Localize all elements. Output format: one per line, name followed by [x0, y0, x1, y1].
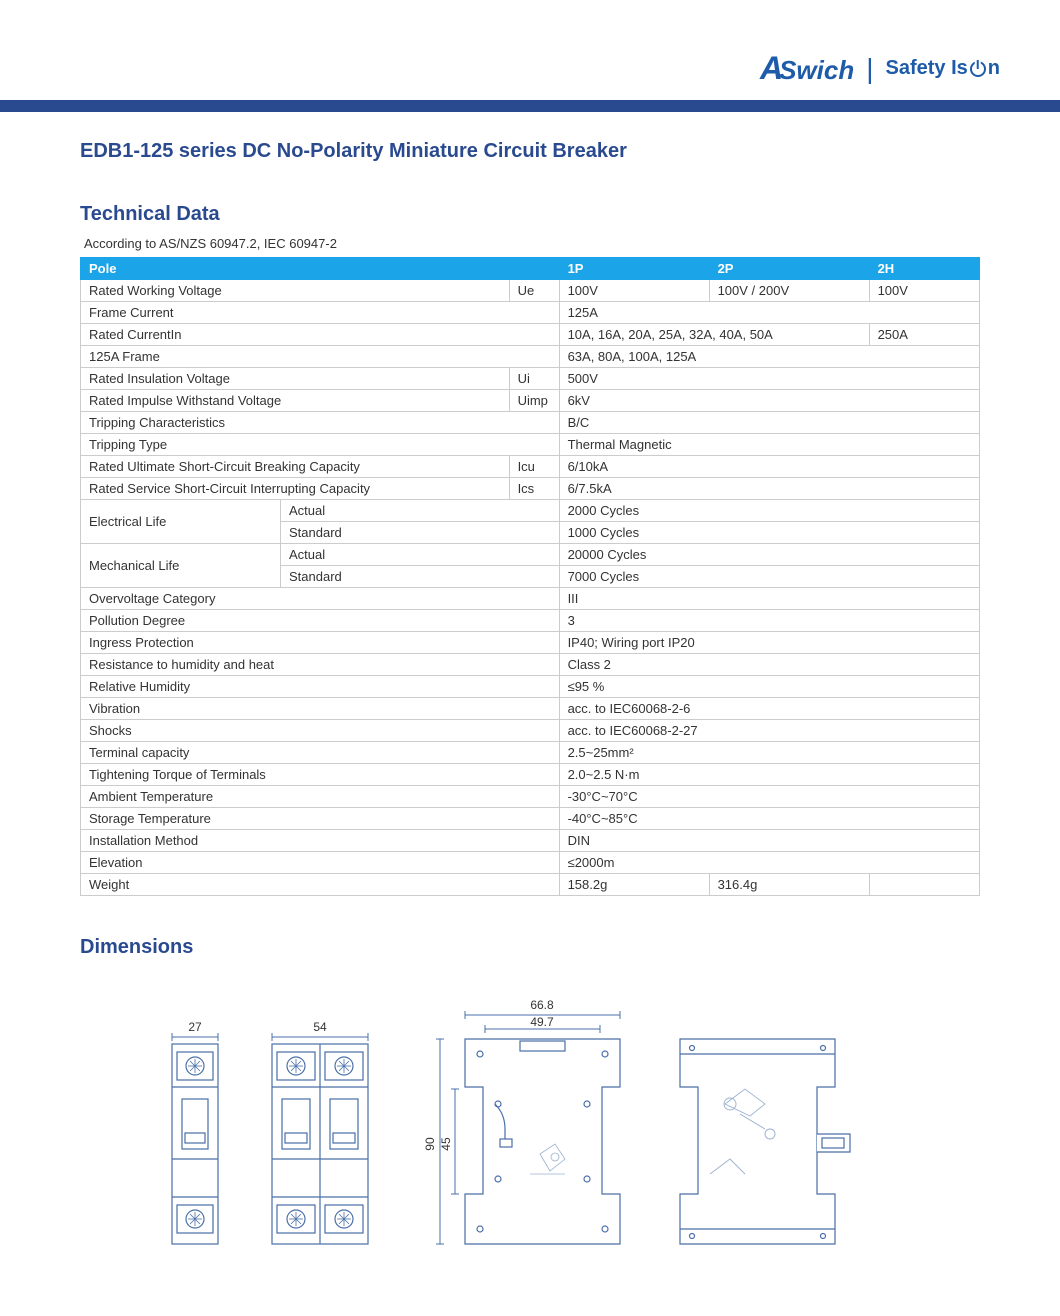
- row-frame-current: Frame Current 125A: [81, 302, 980, 324]
- row-ingress-protection: Ingress Protection IP40; Wiring port IP2…: [81, 632, 980, 654]
- standards-note: According to AS/NZS 60947.2, IEC 60947-2: [84, 236, 980, 251]
- row-rated-ultimate-short-circuit: Rated Ultimate Short-Circuit Breaking Ca…: [81, 456, 980, 478]
- row-rated-impulse-withstand-voltage: Rated Impulse Withstand Voltage Uimp 6kV: [81, 390, 980, 412]
- row-vibration: Vibration acc. to IEC60068-2-6: [81, 698, 980, 720]
- row-terminal-capacity: Terminal capacity 2.5~25mm²: [81, 742, 980, 764]
- diagram-side-profile: [670, 1034, 860, 1249]
- row-electrical-life-actual: Electrical Life Actual 2000 Cycles: [81, 500, 980, 522]
- row-rated-working-voltage: Rated Working Voltage Ue 100V 100V / 200…: [81, 280, 980, 302]
- dimensions-title: Dimensions: [80, 936, 980, 959]
- row-elevation: Elevation ≤2000m: [81, 852, 980, 874]
- svg-text:45: 45: [439, 1137, 453, 1151]
- row-tripping-characteristics: Tripping Characteristics B/C: [81, 412, 980, 434]
- dimensions-section: Dimensions 27: [80, 936, 980, 1249]
- diagram-row: 27: [80, 999, 980, 1249]
- table-header-row: Pole 1P 2P 2H: [81, 258, 980, 280]
- row-shocks: Shocks acc. to IEC60068-2-27: [81, 720, 980, 742]
- logo: ASwich: [760, 50, 854, 87]
- row-relative-humidity: Relative Humidity ≤95 %: [81, 676, 980, 698]
- diagram-front-1p: 27: [160, 1019, 230, 1249]
- technical-data-title: Technical Data: [80, 203, 980, 226]
- row-ambient-temperature: Ambient Temperature -30°C~70°C: [81, 786, 980, 808]
- row-weight: Weight 158.2g 316.4g: [81, 874, 980, 896]
- row-resistance-humidity-heat: Resistance to humidity and heat Class 2: [81, 654, 980, 676]
- row-125a-frame: 125A Frame 63A, 80A, 100A, 125A: [81, 346, 980, 368]
- header: ASwich | Safety Is n: [760, 50, 1000, 87]
- col-2p: 2P: [709, 258, 869, 280]
- svg-text:90: 90: [423, 1137, 437, 1151]
- tagline: Safety Is n: [886, 57, 1000, 80]
- page-title: EDB1-125 series DC No-Polarity Miniature…: [80, 140, 980, 163]
- diagram-side-dimensioned: 66.8 49.7 90 45: [410, 999, 640, 1249]
- col-2h: 2H: [869, 258, 979, 280]
- tagline-post: n: [988, 57, 1000, 80]
- row-storage-temperature: Storage Temperature -40°C~85°C: [81, 808, 980, 830]
- svg-text:27: 27: [188, 1020, 202, 1034]
- diagram-front-2p: 54: [260, 1019, 380, 1249]
- row-rated-current-in: Rated CurrentIn 10A, 16A, 20A, 25A, 32A,…: [81, 324, 980, 346]
- svg-text:49.7: 49.7: [530, 1015, 554, 1029]
- row-tripping-type: Tripping Type Thermal Magnetic: [81, 434, 980, 456]
- svg-text:54: 54: [313, 1020, 327, 1034]
- col-pole: Pole: [81, 258, 560, 280]
- technical-data-table: Pole 1P 2P 2H Rated Working Voltage Ue 1…: [80, 257, 980, 896]
- row-rated-service-short-circuit: Rated Service Short-Circuit Interrupting…: [81, 478, 980, 500]
- row-installation-method: Installation Method DIN: [81, 830, 980, 852]
- col-1p: 1P: [559, 258, 709, 280]
- header-bar: [0, 100, 1060, 112]
- logo-divider: |: [866, 53, 873, 85]
- svg-text:66.8: 66.8: [530, 999, 554, 1012]
- power-icon: [970, 61, 986, 77]
- row-overvoltage-category: Overvoltage Category III: [81, 588, 980, 610]
- row-pollution-degree: Pollution Degree 3: [81, 610, 980, 632]
- logo-word-swich: Swich: [779, 55, 854, 85]
- row-tightening-torque: Tightening Torque of Terminals 2.0~2.5 N…: [81, 764, 980, 786]
- tagline-pre: Safety Is: [886, 57, 968, 80]
- content: EDB1-125 series DC No-Polarity Miniature…: [80, 140, 980, 1249]
- row-mechanical-life-actual: Mechanical Life Actual 20000 Cycles: [81, 544, 980, 566]
- row-rated-insulation-voltage: Rated Insulation Voltage Ui 500V: [81, 368, 980, 390]
